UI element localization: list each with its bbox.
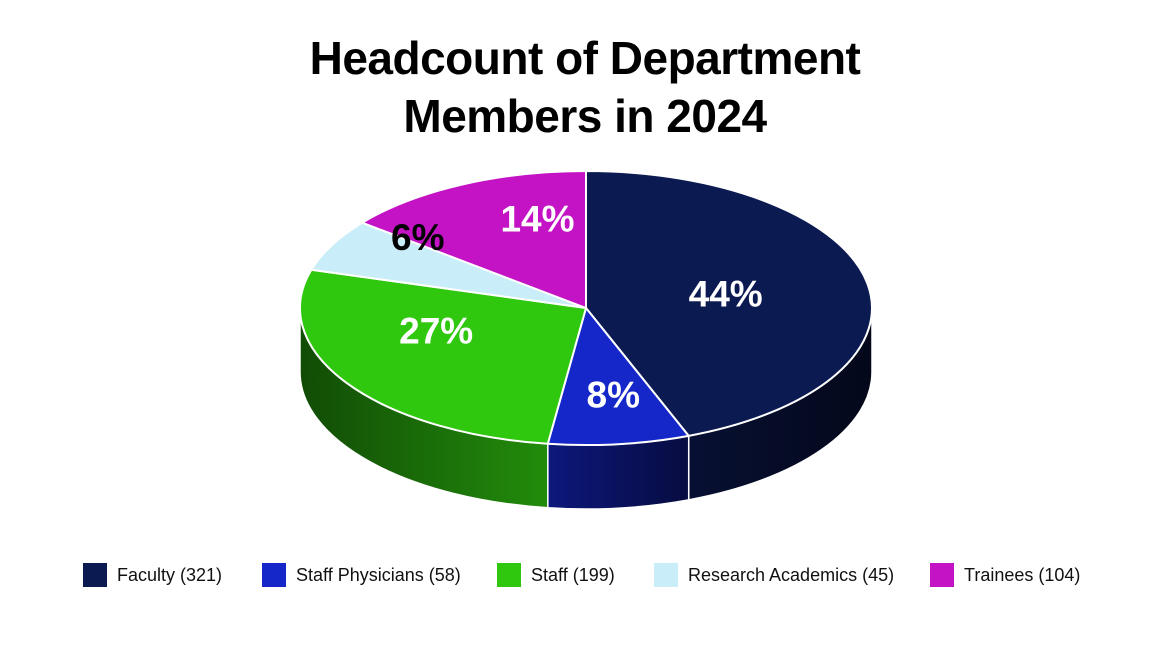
legend-item-staff: Staff (199)	[497, 560, 615, 590]
slice-percent-label-faculty: 44%	[689, 274, 763, 315]
legend-label: Trainees (104)	[964, 564, 1081, 585]
pie-slice-faculty	[585, 170, 873, 437]
legend-item-faculty: Faculty (321)	[83, 560, 222, 590]
chart-title-line2: Members in 2024	[403, 89, 767, 142]
slice-percent-label-trainees: 14%	[500, 199, 574, 240]
legend-swatch	[930, 563, 954, 587]
chart-title: Headcount of Department Members in 2024	[0, 30, 1170, 146]
chart-legend: Faculty (321) Staff Physicians (58) Staf…	[0, 560, 1170, 590]
pie-slice-staff	[299, 268, 587, 445]
slice-percent-label-staff: 27%	[399, 311, 473, 352]
legend-item-research-academics: Research Academics (45)	[654, 560, 894, 590]
legend-label: Faculty (321)	[117, 564, 223, 585]
legend-label: Research Academics (45)	[688, 564, 895, 585]
pie-slice-side-staff-physicians	[547, 435, 690, 510]
legend-swatch	[83, 563, 107, 587]
legend-label: Staff (199)	[531, 564, 615, 585]
pie-slice-staff-physicians	[546, 307, 690, 446]
legend-swatch	[654, 563, 678, 587]
slice-percent-label-staff-physicians: 8%	[587, 374, 640, 415]
legend-item-trainees: Trainees (104)	[930, 560, 1080, 590]
legend-label: Staff Physicians (58)	[296, 564, 461, 585]
legend-swatch	[262, 563, 286, 587]
legend-item-staff-physicians: Staff Physicians (58)	[262, 560, 461, 590]
chart-title-line1: Headcount of Department	[309, 32, 861, 84]
slice-percent-label-research-academics: 6%	[391, 217, 444, 258]
pie-slice-trainees	[361, 170, 587, 309]
legend-swatch	[497, 563, 521, 587]
